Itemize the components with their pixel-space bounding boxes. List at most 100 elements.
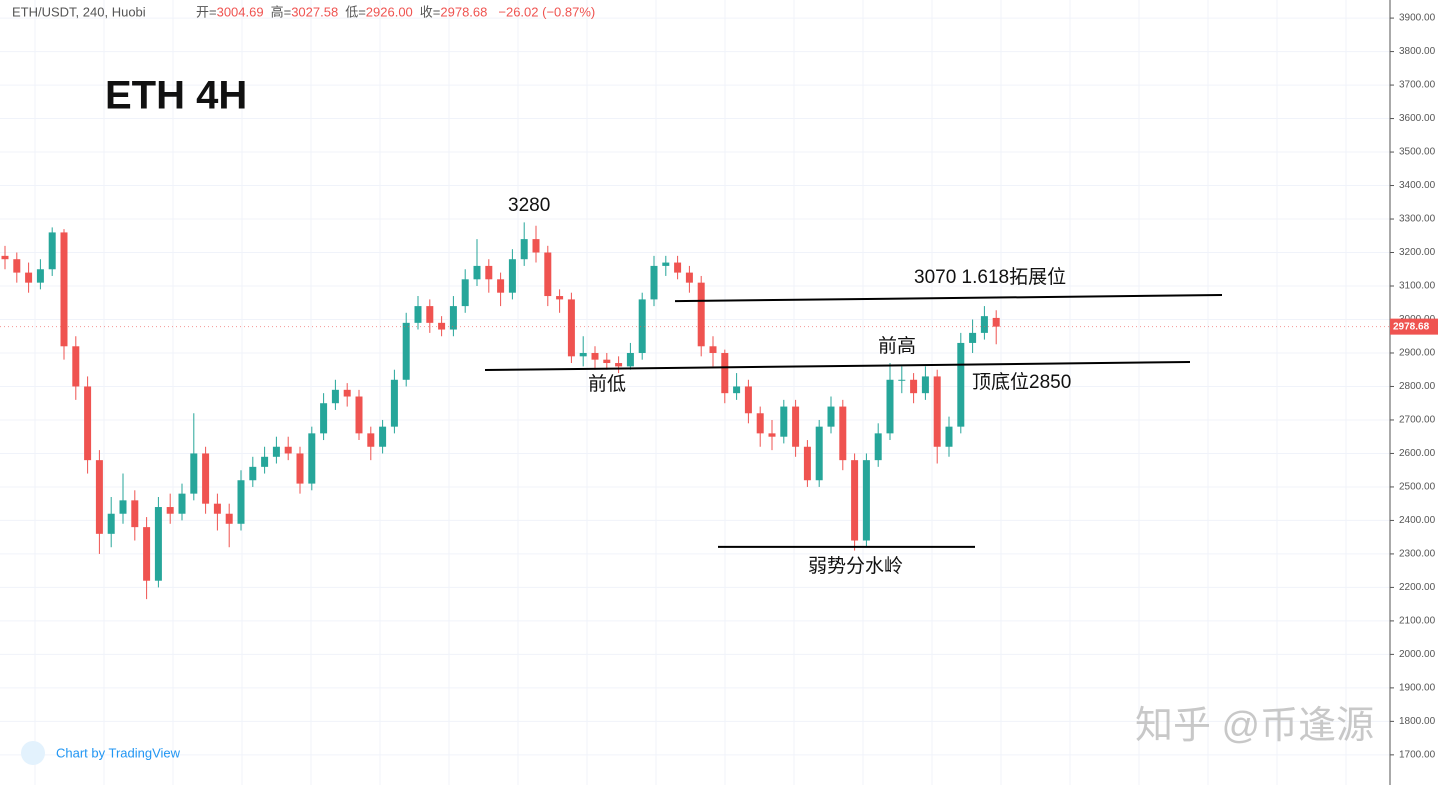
ohlc-value: 2926.00 <box>366 4 413 19</box>
candle-body <box>662 262 670 266</box>
candle-body <box>721 352 729 394</box>
candle-body <box>497 279 505 293</box>
candle-body <box>792 406 800 447</box>
credit[interactable]: Chart by TradingView <box>56 745 181 760</box>
candle-body <box>780 406 788 437</box>
y-tick-label: 3600.00 <box>1399 113 1436 124</box>
y-tick-label: 2400.00 <box>1399 515 1436 526</box>
y-tick-label: 3400.00 <box>1399 180 1436 191</box>
change: −26.02 (−0.87%) <box>498 4 595 19</box>
candle-body <box>615 363 623 367</box>
y-tick-label: 3300.00 <box>1399 214 1436 225</box>
ohlc-label: 低= <box>345 4 366 19</box>
candle-body <box>756 413 764 434</box>
annotation: 前高 <box>878 335 916 357</box>
candle-body <box>13 259 21 273</box>
candle-body <box>851 460 859 541</box>
candle-body <box>862 460 870 541</box>
candle-body <box>650 265 658 300</box>
candle-body <box>992 317 1000 327</box>
candle-body <box>803 446 811 481</box>
level-line <box>674 294 1223 303</box>
y-tick-label: 2700.00 <box>1399 415 1436 426</box>
candle-body <box>674 262 682 273</box>
ohlc-value: 3004.69 <box>217 4 264 19</box>
candle-body <box>556 296 564 300</box>
candle-body <box>709 346 717 353</box>
logo <box>21 741 45 765</box>
y-tick-label: 2100.00 <box>1399 616 1436 627</box>
y-tick-label: 2800.00 <box>1399 381 1436 392</box>
candle-body <box>390 379 398 427</box>
y-tick-label: 1900.00 <box>1399 683 1436 694</box>
y-tick-label: 3900.00 <box>1399 13 1436 24</box>
candle-body <box>95 460 103 534</box>
y-tick-label: 3500.00 <box>1399 147 1436 158</box>
candle-body <box>355 396 363 434</box>
grid <box>0 0 1390 785</box>
candle-body <box>331 389 339 404</box>
y-tick-label: 2900.00 <box>1399 348 1436 359</box>
y-tick-label: 1700.00 <box>1399 749 1436 760</box>
candle-body <box>202 453 210 504</box>
candle-body <box>296 453 304 484</box>
candle-body <box>461 279 469 307</box>
chart-title: ETH 4H <box>105 74 247 118</box>
candle-body <box>980 316 988 333</box>
candle-body <box>921 376 929 394</box>
candle-body <box>520 239 528 260</box>
candle-body <box>261 456 269 467</box>
candle-body <box>697 282 705 347</box>
y-tick-label: 3100.00 <box>1399 281 1436 292</box>
candle-body <box>768 433 776 437</box>
candle-body <box>685 272 693 283</box>
candle-body <box>36 269 44 283</box>
candle-body <box>284 446 292 454</box>
candle-body <box>131 500 139 528</box>
candle-body <box>886 379 894 434</box>
candle-body <box>898 379 906 381</box>
candle-body <box>579 352 587 357</box>
candle-body <box>107 513 115 534</box>
annotation: 弱势分水岭 <box>808 555 903 577</box>
annotation: 3070 1.618拓展位 <box>914 266 1066 288</box>
candle-body <box>367 433 375 447</box>
y-tick-label: 3800.00 <box>1399 46 1436 57</box>
candle-body <box>426 306 434 323</box>
y-tick-label: 2600.00 <box>1399 448 1436 459</box>
candle-body <box>827 406 835 427</box>
candle-body <box>957 342 965 427</box>
candle-body <box>508 259 516 293</box>
candle-body <box>154 507 162 581</box>
candle-body <box>320 403 328 434</box>
candle-body <box>945 426 953 447</box>
candle-body <box>449 306 457 330</box>
level-line <box>484 361 1191 372</box>
candle-body <box>438 322 446 330</box>
candle-body <box>626 352 634 367</box>
ohlc-value: 3027.58 <box>291 4 338 19</box>
candle-body <box>178 493 186 514</box>
ohlc-value: 2978.68 <box>440 4 487 19</box>
candle-body <box>213 503 221 514</box>
y-tick-label: 2200.00 <box>1399 582 1436 593</box>
candle-body <box>25 272 33 283</box>
price-tag-label: 2978.68 <box>1393 321 1430 332</box>
candle-body <box>190 453 198 494</box>
y-tick-label: 3700.00 <box>1399 80 1436 91</box>
candle-body <box>166 507 174 514</box>
candle-body <box>744 386 752 414</box>
candle-body <box>72 346 80 387</box>
symbol: ETH/USDT, 240, Huobi <box>12 4 146 19</box>
candle-body <box>225 513 233 524</box>
candle-body <box>591 352 599 360</box>
candle-body <box>815 426 823 481</box>
ohlc-label: 收= <box>420 4 441 19</box>
candle-body <box>237 480 245 524</box>
price-tag <box>1390 318 1438 335</box>
candle-body <box>910 379 918 394</box>
ohlc-label: 开= <box>196 4 217 19</box>
y-tick-label: 1800.00 <box>1399 716 1436 727</box>
candle-body <box>143 527 151 581</box>
candle-body <box>485 265 493 280</box>
